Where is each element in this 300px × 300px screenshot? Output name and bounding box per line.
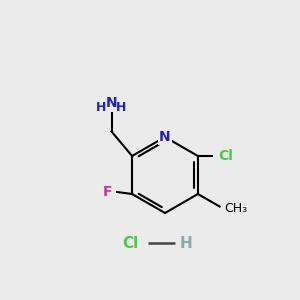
Text: H: H — [96, 101, 107, 114]
Text: N: N — [159, 130, 171, 144]
Text: N: N — [106, 97, 117, 110]
Text: H: H — [180, 236, 192, 250]
Text: Cl: Cl — [122, 236, 138, 250]
Text: H: H — [116, 101, 127, 114]
Text: Cl: Cl — [218, 149, 233, 163]
Text: CH₃: CH₃ — [224, 202, 247, 215]
Text: F: F — [102, 185, 112, 199]
